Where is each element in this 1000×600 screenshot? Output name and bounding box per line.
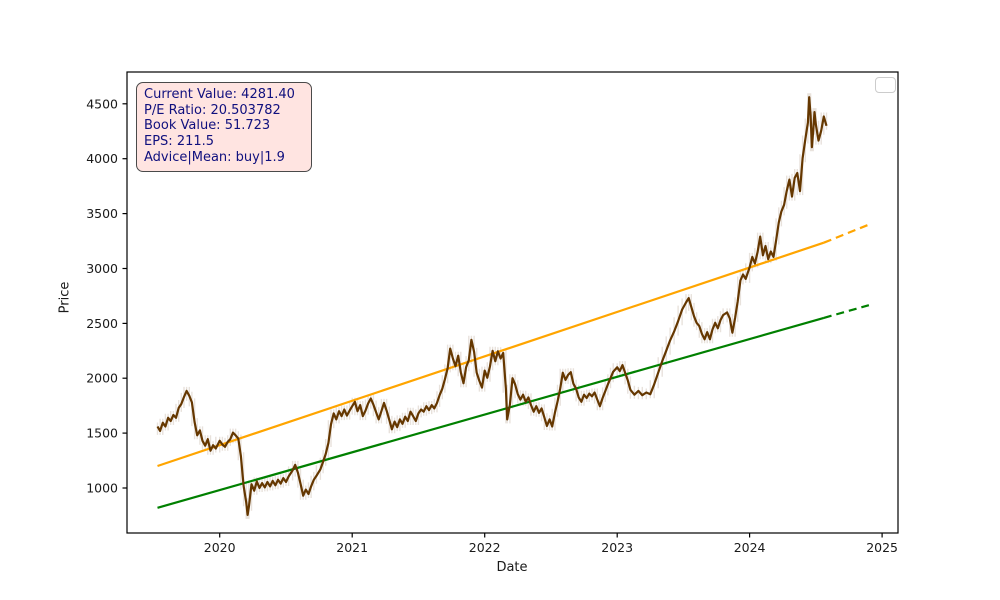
x-tick-label: 2022: [469, 540, 501, 555]
empty-legend-box: [875, 77, 896, 93]
x-tick-label: 2021: [336, 540, 368, 555]
lower-trend-line: [157, 316, 825, 509]
x-tick-label: 2023: [601, 540, 633, 555]
upper-trend-forecast-line: [823, 223, 870, 244]
x-tick-label: 2024: [734, 540, 766, 555]
book-value-text: Book Value: 51.723: [144, 118, 271, 134]
y-axis-label: Price: [57, 281, 73, 314]
current-value-text: Current Value: 4281.40: [144, 87, 295, 102]
y-tick-label: 3500: [86, 206, 118, 221]
stats-annotation-box: Current Value: 4281.40 P/E Ratio: 20.503…: [136, 82, 312, 172]
y-tick-label: 4500: [86, 96, 118, 111]
eps-text: EPS: 211.5: [144, 134, 215, 150]
x-axis-label: Date: [496, 560, 528, 575]
lower-trend-forecast-line: [823, 304, 870, 319]
y-tick-label: 4000: [86, 151, 118, 166]
plot-border: [126, 71, 899, 534]
advice-mean-text: Advice|Mean: buy|1.9: [144, 149, 285, 165]
y-tick-label: 1500: [86, 426, 118, 441]
upper-trend-line: [157, 241, 825, 468]
y-tick-label: 2000: [86, 371, 118, 386]
pe-ratio-text: P/E Ratio: 20.503782: [144, 102, 281, 118]
y-tick-label: 1000: [86, 481, 118, 496]
y-tick-label: 3000: [86, 261, 118, 276]
x-tick-label: 2020: [204, 540, 236, 555]
x-tick-label: 2025: [866, 540, 898, 555]
price-line: [156, 96, 828, 516]
y-tick-label: 2500: [86, 316, 118, 331]
